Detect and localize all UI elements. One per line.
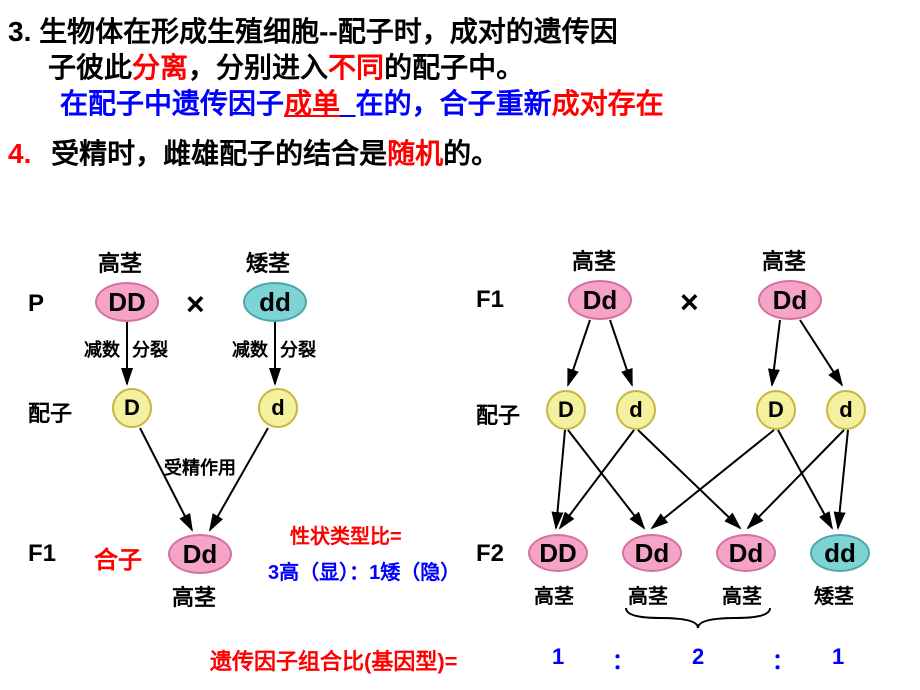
- F2-label: F2: [476, 540, 504, 568]
- gamete-circle: d: [826, 390, 866, 430]
- gamete-left: 配子: [28, 396, 72, 428]
- geno-1b: 1: [832, 644, 844, 670]
- genotype-ellipse: Dd: [716, 534, 776, 572]
- genotype-ellipse: DD: [95, 282, 159, 322]
- gamete-circle: D: [546, 390, 586, 430]
- l4b: 受精时，雌雄配子的结合是: [51, 138, 387, 169]
- l3c: 分离: [132, 52, 188, 83]
- left-tall-label: 高茎: [98, 246, 142, 278]
- gamete-circle: D: [756, 390, 796, 430]
- gamete-circle: D: [112, 388, 152, 428]
- f2-tall1: 高茎: [534, 580, 574, 609]
- fertil-label: 受精作用: [164, 454, 236, 480]
- right-tall2: 高茎: [762, 244, 806, 276]
- gamete-circle: d: [616, 390, 656, 430]
- r2b: ：: [349, 562, 369, 584]
- geno-c2: ：: [772, 644, 794, 676]
- left-short-label: 矮茎: [246, 246, 290, 278]
- geno-c1: ：: [612, 644, 634, 676]
- F1-right-label: F1: [476, 286, 504, 314]
- l3d: ，分别进入: [188, 52, 328, 83]
- r2a: 3高（显）: [268, 562, 349, 584]
- meiosis1-l: 减数: [84, 336, 120, 362]
- l3j: 成对存在: [552, 88, 664, 119]
- l3h: 成单: [284, 88, 340, 119]
- meiosis1-r: 分裂: [132, 336, 168, 362]
- right-tall1: 高茎: [572, 244, 616, 276]
- line4: 4. 受精时，雌雄配子的结合是随机的。: [8, 132, 499, 172]
- right-cross: ×: [680, 284, 699, 321]
- l3e: 不同: [328, 52, 384, 83]
- r2c: 1矮（隐）: [369, 562, 460, 584]
- genotype-ellipse: dd: [243, 282, 307, 322]
- l3i: 在的，合子重新: [356, 88, 552, 119]
- geno-1a: 1: [552, 644, 564, 670]
- l3b: 子彼此: [48, 52, 132, 83]
- genotype-ellipse: Dd: [168, 534, 232, 574]
- genotype-ellipse: dd: [810, 534, 870, 572]
- l3g: 在配子中遗传因子: [60, 88, 284, 119]
- geno-2: 2: [692, 644, 704, 670]
- F1-label: F1: [28, 540, 56, 568]
- genotype-ellipse: Dd: [568, 280, 632, 320]
- f2-short: 矮茎: [814, 580, 854, 609]
- zygote-label: 合子: [94, 540, 142, 575]
- line3-part2-wrap: 子彼此分离，分别进入不同的配子中。: [48, 46, 524, 86]
- ratio-line2: 3高（显）：1矮（隐）: [268, 556, 460, 585]
- f2-tall2: 高茎: [628, 580, 668, 609]
- l4a: 4.: [8, 138, 31, 169]
- f2-tall3: 高茎: [722, 580, 762, 609]
- meiosis2-r: 分裂: [280, 336, 316, 362]
- geno-ratio-label: 遗传因子组合比(基因型)=: [210, 644, 458, 676]
- l3h-pad: [340, 88, 356, 119]
- genotype-ellipse: Dd: [622, 534, 682, 572]
- gamete-circle: d: [258, 388, 298, 428]
- l3f: 的配子中。: [384, 52, 524, 83]
- left-cross: ×: [186, 286, 205, 323]
- l4c: 随机: [387, 138, 443, 169]
- line3-sub: 在配子中遗传因子成单 在的，合子重新成对存在: [60, 82, 664, 122]
- f1-tall-label: 高茎: [172, 580, 216, 612]
- ratio-line1: 性状类型比=: [290, 520, 402, 549]
- meiosis2-l: 减数: [232, 336, 268, 362]
- line3-part1: 3. 生物体在形成生殖细胞--配子时，成对的遗传因: [8, 10, 618, 50]
- genotype-ellipse: DD: [528, 534, 588, 572]
- P-label: P: [28, 290, 44, 318]
- l4d: 的。: [443, 138, 499, 169]
- genotype-ellipse: Dd: [758, 280, 822, 320]
- gamete-right: 配子: [476, 398, 520, 430]
